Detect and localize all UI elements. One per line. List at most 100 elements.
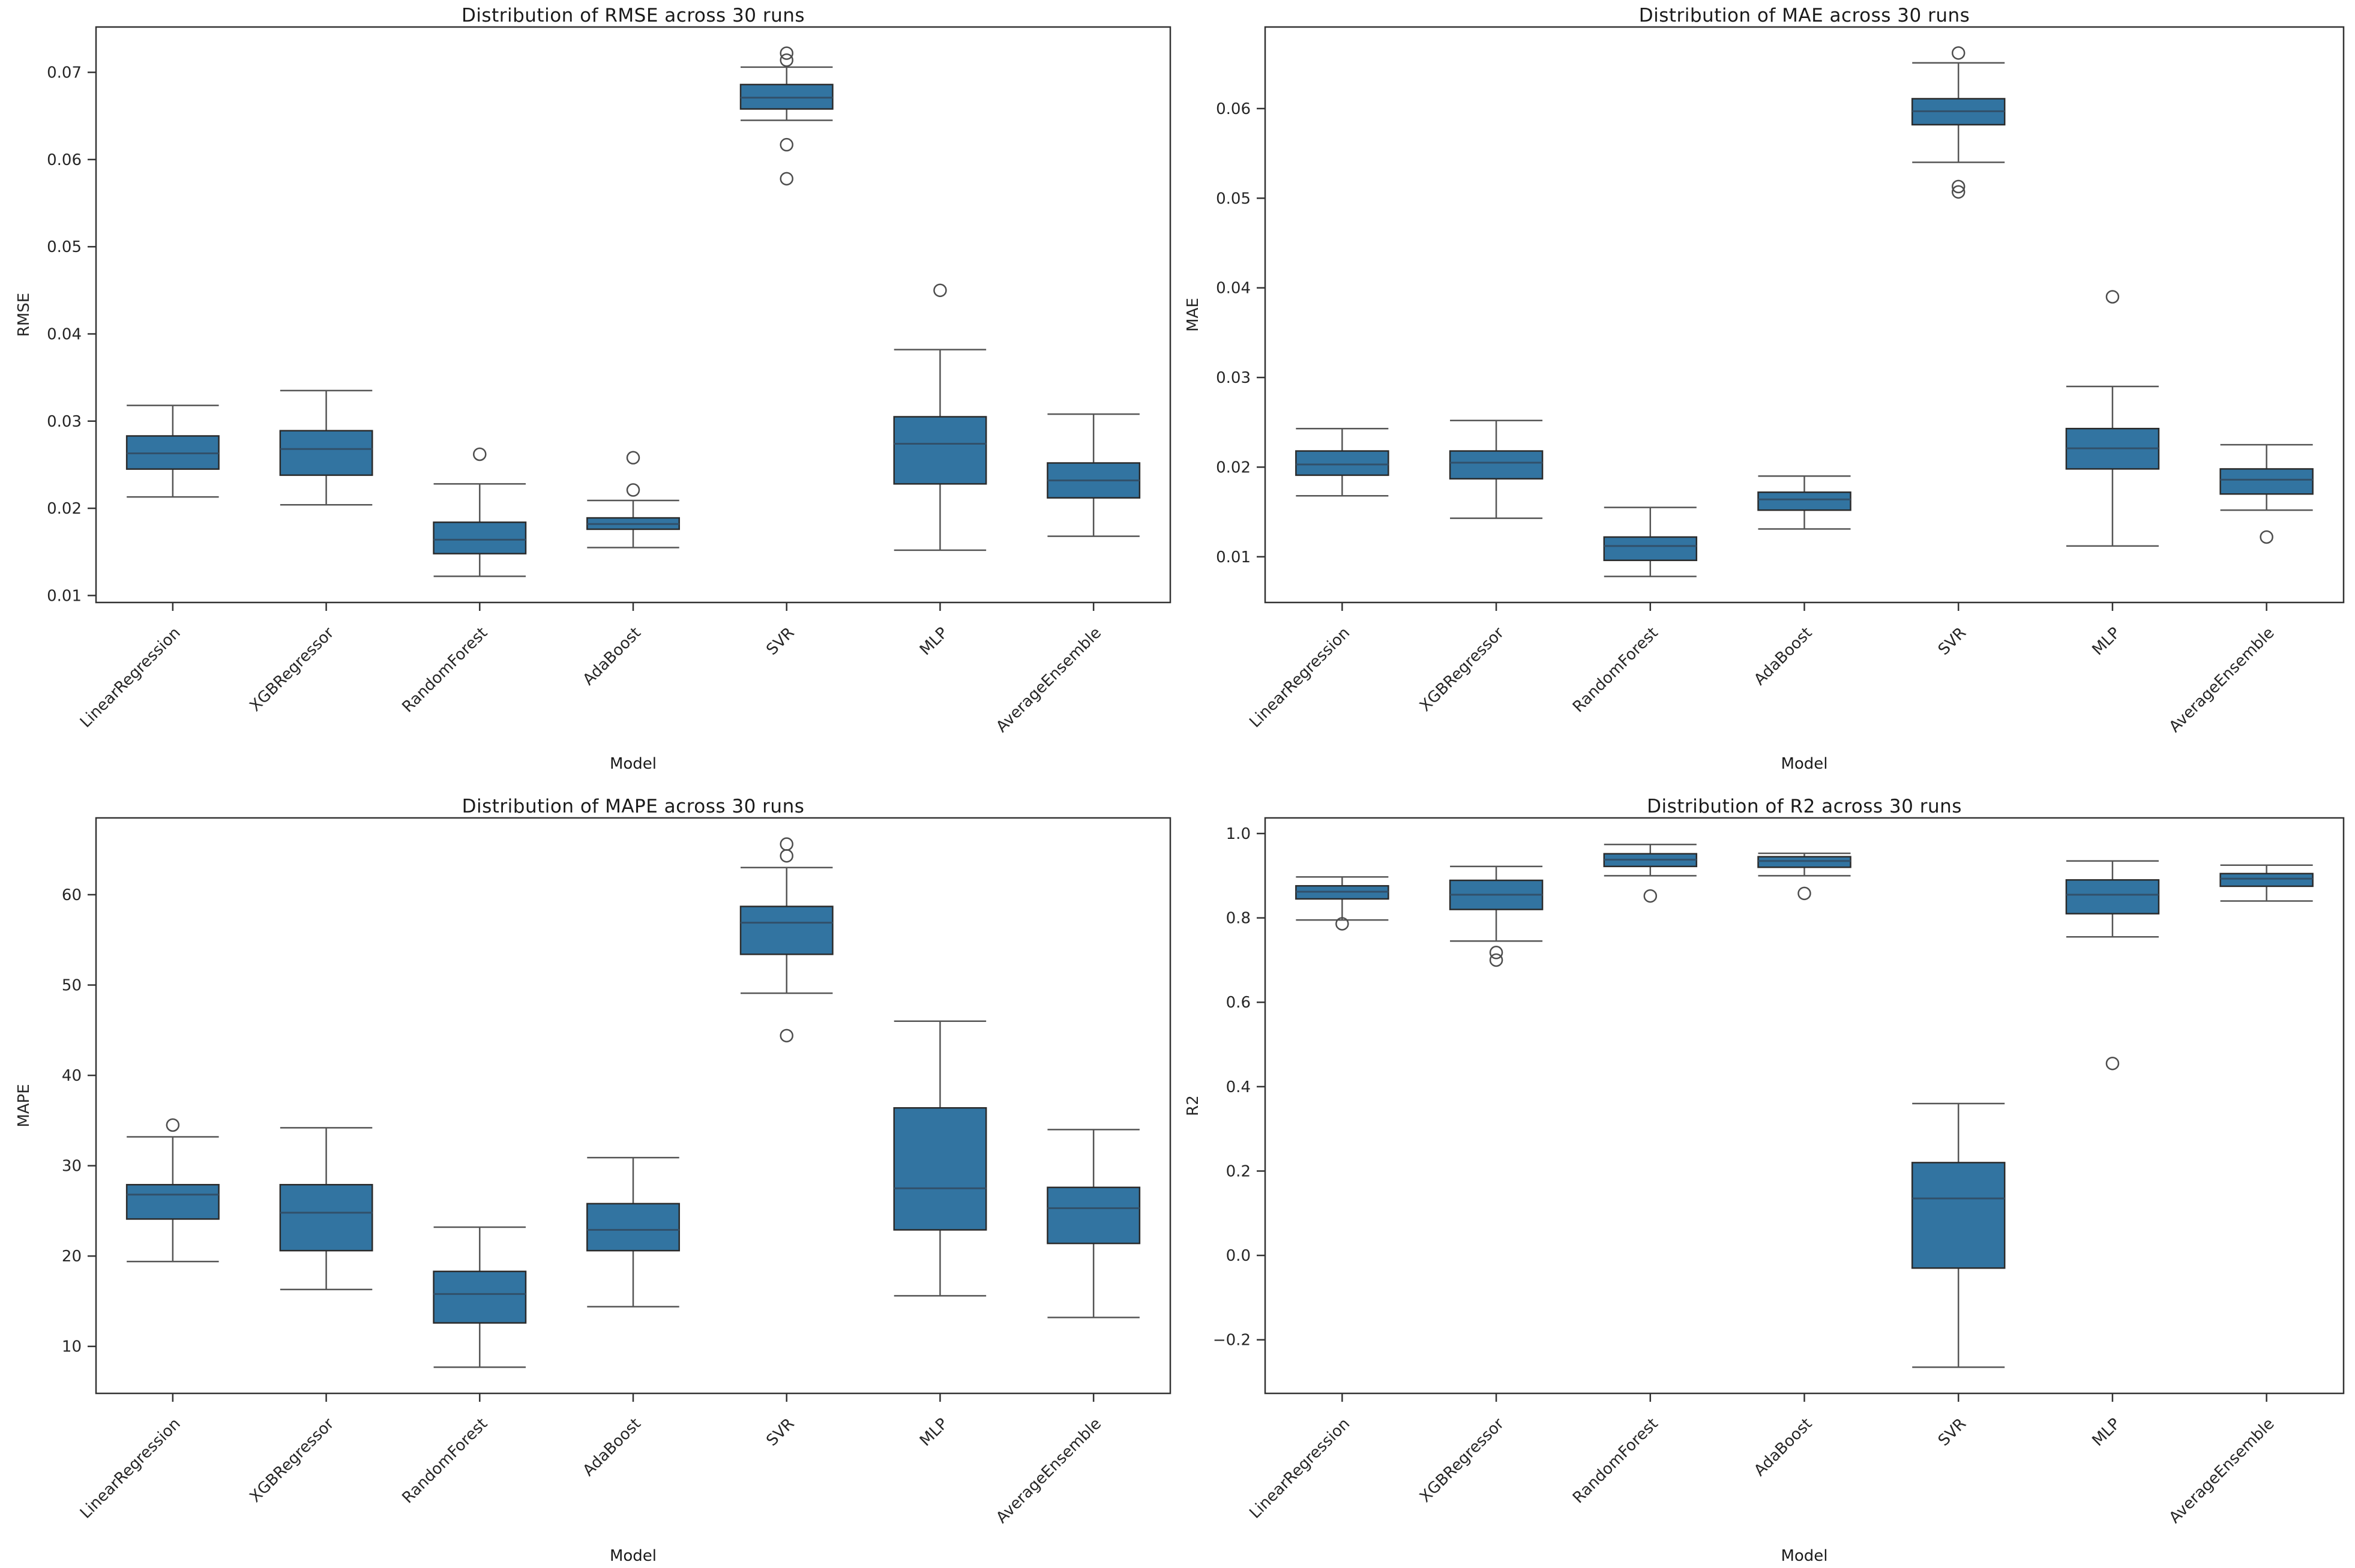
box-AdaBoost <box>1757 475 1851 530</box>
outlier-point <box>780 1029 793 1043</box>
iqr-box <box>1449 450 1544 480</box>
iqr-box <box>2219 873 2314 888</box>
y-tick-label: 0.6 <box>1226 994 1251 1012</box>
y-tick-label: 60 <box>62 886 82 904</box>
chart-title: Distribution of MAE across 30 runs <box>1638 5 1970 26</box>
chart-title: Distribution of R2 across 30 runs <box>1647 796 1962 817</box>
x-tick-label: XGBRegressor <box>246 1415 337 1506</box>
box-RandomForest <box>1603 506 1698 577</box>
box-MLP <box>2065 290 2160 547</box>
x-tick-label: AverageEnsemble <box>2166 1415 2278 1527</box>
boxplot-rmse: 0.01 0.02 0.03 0.04 0.05 0.06 0.07 RMSE LinearRe… <box>0 0 1178 784</box>
box-LinearRegression <box>1295 876 1389 931</box>
box-XGBRegressor <box>1449 419 1544 519</box>
box-MLP <box>893 283 987 551</box>
outlier-point <box>1489 953 1503 967</box>
box-AverageEnsemble <box>1047 413 1141 537</box>
box-SVR <box>739 46 834 186</box>
iqr-box <box>739 906 834 955</box>
y-tick-label: 0.8 <box>1226 910 1251 928</box>
box-LinearRegression <box>1295 427 1389 497</box>
outlier-point <box>780 53 793 67</box>
x-tick-label: SVR <box>1935 1415 1970 1450</box>
y-tick-label: 0.04 <box>47 325 82 343</box>
iqr-box <box>2065 879 2160 915</box>
box-MLP <box>893 1020 987 1297</box>
y-tick-label: 20 <box>62 1248 82 1266</box>
iqr-box <box>1295 450 1389 476</box>
box-RandomForest <box>433 1226 527 1368</box>
y-tick-label: 10 <box>62 1338 82 1356</box>
outlier-point <box>166 1118 180 1132</box>
outlier-point <box>780 172 793 186</box>
x-tick-label: AverageEnsemble <box>993 624 1105 736</box>
outlier-point <box>1951 185 1966 199</box>
y-tick-label: −0.2 <box>1213 1332 1251 1350</box>
box-AverageEnsemble <box>2219 443 2314 544</box>
box-AdaBoost <box>586 1156 680 1308</box>
y-tick-label: 50 <box>62 977 82 995</box>
x-tick-label: LinearRegression <box>1246 1415 1353 1522</box>
x-tick-label: LinearRegression <box>1246 624 1353 731</box>
iqr-box <box>1047 1186 1141 1245</box>
iqr-box <box>433 521 527 554</box>
outlier-point <box>1797 886 1811 901</box>
x-tick-label: AdaBoost <box>580 624 645 689</box>
mae-plot-canvas: 0.01 0.02 0.03 0.04 0.05 0.06 MAE LinearRegress… <box>1184 26 2345 736</box>
box-RandomForest <box>1603 844 1698 903</box>
x-tick-label: AdaBoost <box>1751 624 1815 689</box>
chart-title: Distribution of MAPE across 30 runs <box>462 796 805 817</box>
box-AverageEnsemble <box>2219 864 2314 902</box>
mape-plot-canvas: 10 20 30 40 50 60 MAPE LinearRegression XGBRegre… <box>15 817 1171 1527</box>
x-tick-label: SVR <box>1935 624 1970 659</box>
iqr-box <box>893 416 987 485</box>
outlier-point <box>1335 917 1349 931</box>
x-tick-label: AverageEnsemble <box>993 1415 1105 1527</box>
iqr-box <box>279 1183 373 1252</box>
y-tick-label: 0.04 <box>1216 280 1251 298</box>
x-axis-title: Model <box>1781 1547 1828 1565</box>
outlier-point <box>1489 946 1503 960</box>
box-XGBRegressor <box>279 1127 373 1291</box>
x-tick-label: LinearRegression <box>77 1415 184 1522</box>
x-tick-label: RandomForest <box>1569 624 1662 716</box>
rmse-plot-canvas: 0.01 0.02 0.03 0.04 0.05 0.06 0.07 RMSE LinearRe… <box>15 26 1171 736</box>
x-axis-title: Model <box>609 755 657 773</box>
y-axis-title: MAE <box>1184 298 1202 332</box>
boxplot-mae: 0.01 0.02 0.03 0.04 0.05 0.06 MAE LinearRegress… <box>1178 0 2355 784</box>
iqr-box <box>1757 491 1851 511</box>
box-AdaBoost <box>586 451 680 548</box>
y-tick-label: 0.01 <box>47 587 82 605</box>
x-tick-label: XGBRegressor <box>1416 1415 1508 1506</box>
box-AdaBoost <box>1757 852 1851 901</box>
x-tick-label: RandomForest <box>399 1415 491 1507</box>
x-tick-label: AdaBoost <box>1751 1415 1815 1480</box>
x-tick-label: MLP <box>2089 1415 2123 1450</box>
x-tick-label: LinearRegression <box>77 624 184 731</box>
y-tick-label: 40 <box>62 1067 82 1085</box>
outlier-point <box>626 483 640 497</box>
box-SVR <box>1911 1102 2006 1368</box>
iqr-box <box>279 430 373 476</box>
iqr-box <box>586 1203 680 1252</box>
box-RandomForest <box>433 447 527 577</box>
y-tick-label: 0.0 <box>1226 1247 1251 1265</box>
x-tick-label: MLP <box>2089 624 2123 659</box>
x-tick-label: SVR <box>763 1415 798 1450</box>
y-tick-label: 0.03 <box>1216 369 1251 387</box>
box-LinearRegression <box>125 404 220 498</box>
x-tick-label: AdaBoost <box>580 1415 645 1480</box>
iqr-box <box>125 1183 220 1220</box>
y-tick-label: 0.01 <box>1216 548 1251 566</box>
x-tick-label: XGBRegressor <box>246 624 337 715</box>
y-tick-label: 0.02 <box>47 500 82 518</box>
x-tick-label: RandomForest <box>1569 1415 1662 1507</box>
chart-title: Distribution of RMSE across 30 runs <box>461 5 805 26</box>
y-tick-label: 1.0 <box>1226 825 1251 843</box>
outlier-point <box>933 283 947 298</box>
boxplot-r2: −0.2 0.0 0.2 0.4 0.6 0.8 1.0 R2 LinearRegression… <box>1178 784 2355 1568</box>
outlier-point <box>1951 179 1966 194</box>
boxplot-mape: 10 20 30 40 50 60 MAPE LinearRegression XGBRegre… <box>0 784 1178 1568</box>
iqr-box <box>893 1107 987 1231</box>
